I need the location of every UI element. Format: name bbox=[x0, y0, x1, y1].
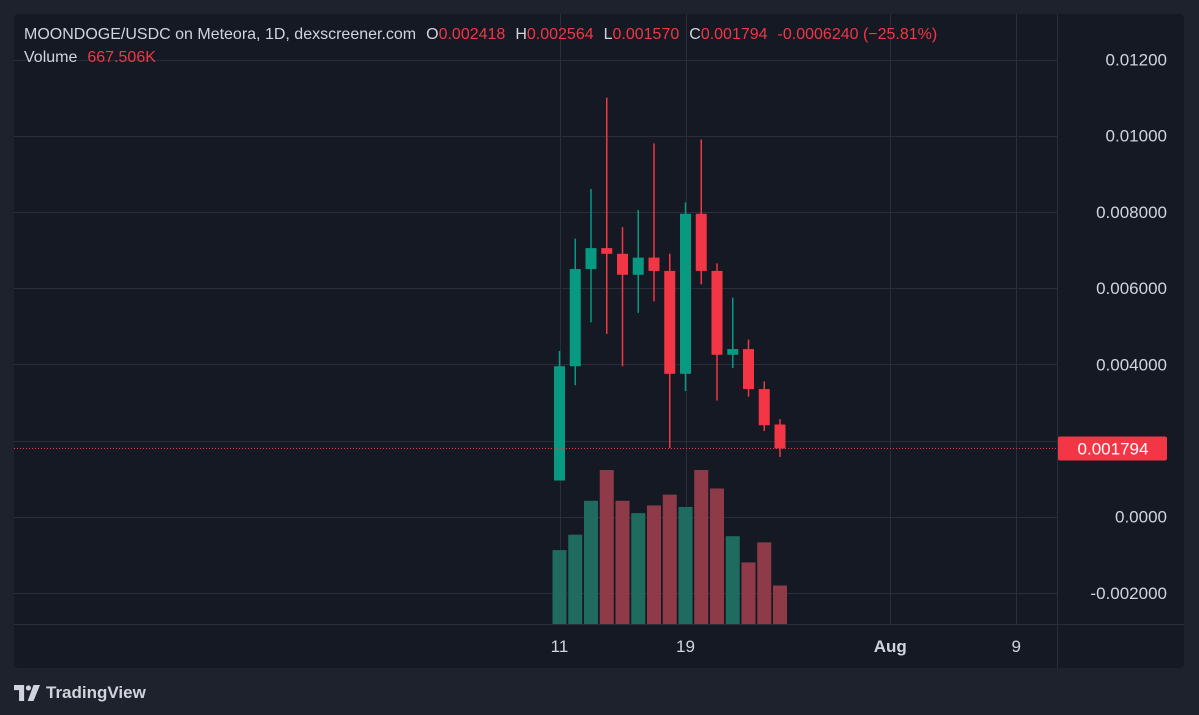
chart-area[interactable]: 0.01200 0.01000 0.008000 0.006000 0.004000 0.… bbox=[14, 14, 1184, 668]
volume-bar[interactable] bbox=[741, 562, 756, 624]
y-axis-tick-label: 0.01000 bbox=[1106, 127, 1167, 146]
volume-bar[interactable] bbox=[584, 500, 598, 624]
volume-bar[interactable] bbox=[710, 488, 724, 624]
legend-open-value: 0.002418 bbox=[438, 26, 506, 43]
candle-body[interactable] bbox=[711, 270, 723, 355]
y-axis-tick-label: 0.0000 bbox=[1115, 508, 1167, 527]
y-axis-tick-label: 0.004000 bbox=[1096, 355, 1167, 374]
volume-bar[interactable] bbox=[694, 470, 709, 624]
candle-body[interactable] bbox=[695, 213, 707, 271]
volume-bar[interactable] bbox=[568, 534, 583, 624]
volume-bar[interactable] bbox=[647, 505, 661, 624]
volume-bar[interactable] bbox=[631, 513, 646, 624]
candle-body[interactable] bbox=[617, 253, 628, 275]
y-axis-tick-label: -0.002000 bbox=[1090, 584, 1167, 603]
last-price-label: 0.001794 bbox=[1078, 440, 1149, 459]
legend-high-value: 0.002564 bbox=[526, 26, 594, 43]
x-axis-tick-label: 11 bbox=[551, 637, 569, 656]
legend-volume-label: Volume bbox=[24, 49, 78, 66]
y-axis-tick-label: 0.008000 bbox=[1096, 203, 1167, 222]
footer: TradingView bbox=[14, 682, 146, 704]
legend-volume-value: 667.506K bbox=[87, 49, 156, 66]
volume-bar[interactable] bbox=[678, 506, 693, 624]
volume-bar[interactable] bbox=[662, 494, 677, 624]
y-axis-tick-label: 0.006000 bbox=[1096, 279, 1167, 298]
tradingview-brand[interactable]: TradingView bbox=[46, 683, 146, 702]
legend-change: -0.0006240 (−25.81%) bbox=[777, 26, 938, 43]
legend-symbol: MOONDOGE/USDC on Meteora, 1D, dexscreene… bbox=[24, 26, 417, 43]
tradingview-logo-icon[interactable] bbox=[14, 685, 40, 701]
volume-bar[interactable] bbox=[552, 550, 567, 624]
x-axis-tick-label: 19 bbox=[676, 637, 695, 656]
candle-body[interactable] bbox=[758, 389, 770, 426]
candle-body[interactable] bbox=[648, 257, 660, 271]
legend-ohlc: MOONDOGE/USDC on Meteora, 1D, dexscreene… bbox=[24, 26, 937, 44]
candle-body[interactable] bbox=[601, 248, 613, 254]
candle-body[interactable] bbox=[585, 248, 597, 270]
candle-body[interactable] bbox=[664, 270, 676, 374]
candle-body[interactable] bbox=[680, 213, 691, 374]
volume-bar[interactable] bbox=[757, 542, 772, 624]
legend-volume: Volume 667.506K bbox=[24, 49, 156, 67]
legend-low-label: L bbox=[603, 26, 613, 43]
legend-close-label: C bbox=[689, 26, 701, 43]
candle-body[interactable] bbox=[743, 349, 754, 390]
volume-bar[interactable] bbox=[773, 585, 787, 625]
candle-body[interactable] bbox=[727, 349, 739, 355]
candlestick-chart[interactable]: 0.01200 0.01000 0.008000 0.006000 0.004000 0.… bbox=[14, 14, 1184, 668]
candle-body[interactable] bbox=[632, 257, 644, 275]
candle-body[interactable] bbox=[774, 424, 786, 449]
legend-open-label: O bbox=[426, 26, 439, 43]
legend-close-value: 0.001794 bbox=[700, 26, 768, 43]
volume-bar[interactable] bbox=[615, 500, 630, 624]
volume-bar[interactable] bbox=[725, 536, 740, 624]
y-axis-tick-label: 0.01200 bbox=[1106, 51, 1167, 70]
candle-body[interactable] bbox=[554, 366, 565, 481]
legend-low-value: 0.001570 bbox=[612, 26, 680, 43]
x-axis-tick-label: Aug bbox=[874, 637, 907, 656]
legend-high-label: H bbox=[515, 26, 527, 43]
candle-body[interactable] bbox=[569, 269, 581, 367]
x-axis-tick-label: 9 bbox=[1012, 637, 1021, 656]
last-price-badge bbox=[1058, 436, 1167, 461]
volume-bar[interactable] bbox=[599, 470, 614, 624]
